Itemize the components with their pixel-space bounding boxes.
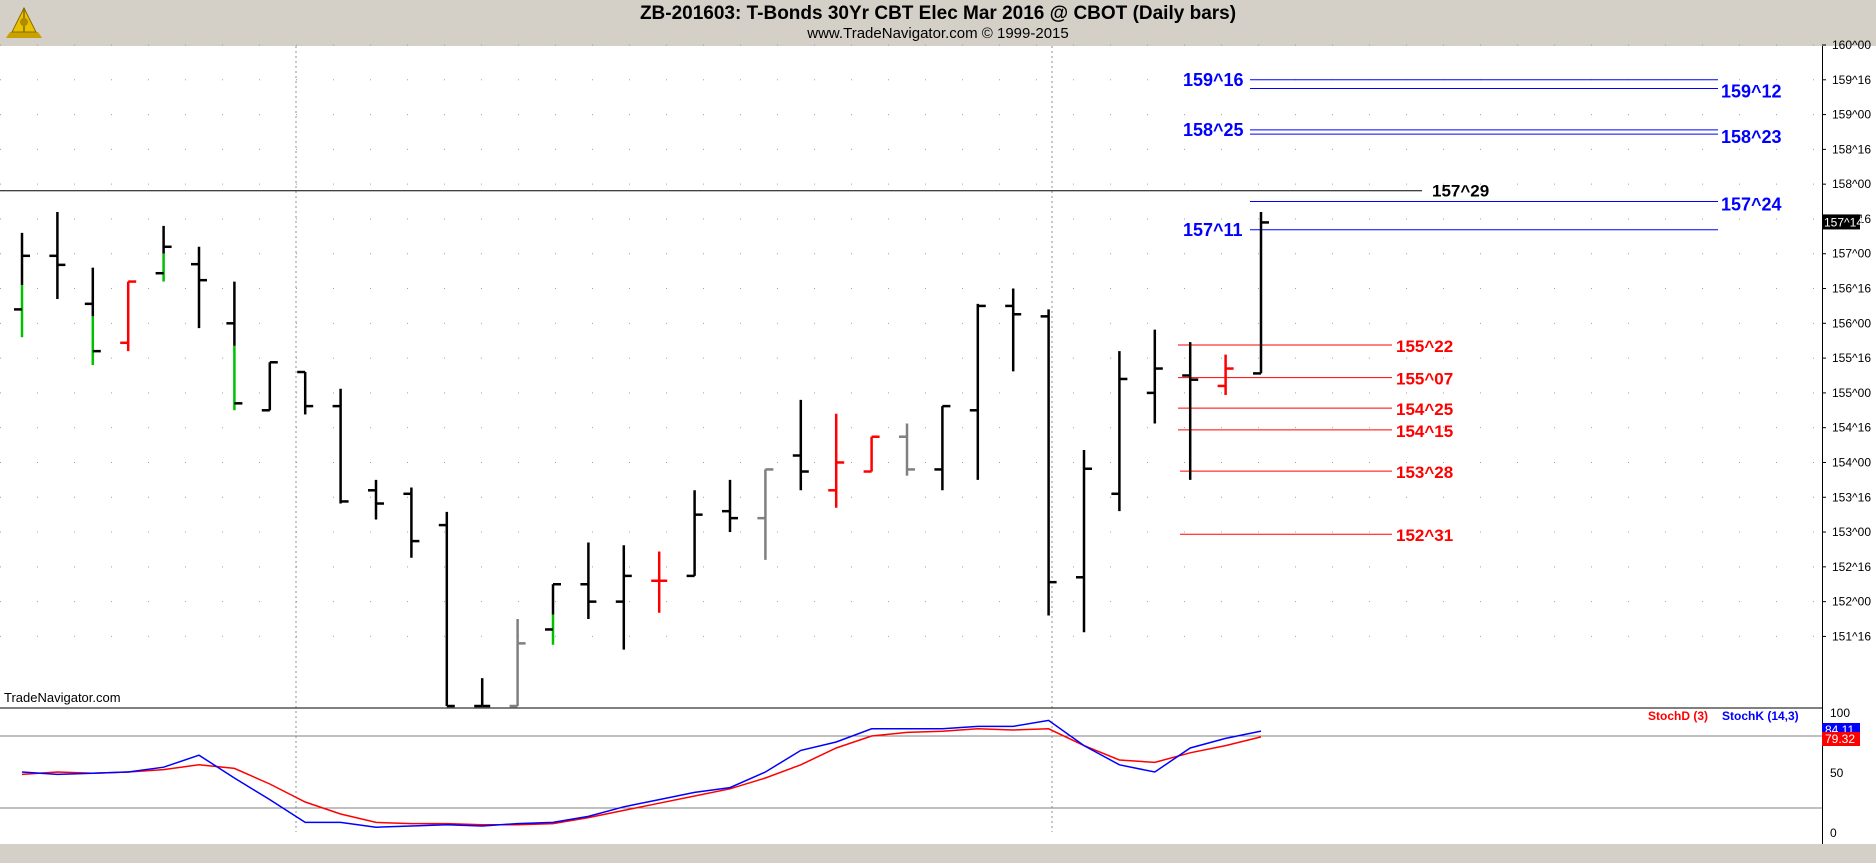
level-label-black: 157^29 xyxy=(1432,182,1489,201)
ohlc-bar xyxy=(509,619,526,708)
legend-stochk: StochK (14,3) xyxy=(1722,709,1799,723)
ohlc-bar xyxy=(545,582,561,645)
ohlc-bar xyxy=(580,542,597,620)
stoch-tick-label: 0 xyxy=(1830,826,1837,840)
time-axis-bar xyxy=(0,844,1876,863)
y-tick-label: 153^00 xyxy=(1832,525,1871,539)
ohlc-bar xyxy=(1217,354,1234,395)
ohlc-bar xyxy=(651,551,668,613)
ohlc-bar xyxy=(332,388,349,504)
level-label-red: 153^28 xyxy=(1396,463,1453,482)
level-label-red: 154^25 xyxy=(1396,400,1453,419)
ohlc-bar xyxy=(1253,211,1269,375)
ohlc-bar xyxy=(722,479,738,533)
y-tick-label: 153^16 xyxy=(1832,490,1871,504)
stoch-tick-label: 50 xyxy=(1830,766,1844,780)
y-tick-label: 160^00 xyxy=(1832,38,1871,52)
y-tick-label: 155^16 xyxy=(1832,351,1871,365)
ohlc-bar xyxy=(828,413,845,508)
level-label-red: 155^07 xyxy=(1396,370,1453,389)
tradenavigator-logo-icon xyxy=(2,2,46,44)
y-tick-label: 151^16 xyxy=(1832,629,1871,643)
stochd-last-label: 79.32 xyxy=(1825,732,1855,746)
level-label-blue: 159^16 xyxy=(1183,70,1244,90)
ohlc-bar xyxy=(261,361,278,412)
chart-title: ZB-201603: T-Bonds 30Yr CBT Elec Mar 201… xyxy=(639,3,1237,24)
ohlc-bar xyxy=(368,479,384,520)
ohlc-bar xyxy=(297,370,314,415)
ohlc-bar xyxy=(792,399,809,491)
legend-stochd: StochD (3) xyxy=(1648,709,1708,723)
watermark: TradeNavigator.com xyxy=(4,690,121,705)
ohlc-bar xyxy=(84,267,101,366)
ohlc-bar xyxy=(191,246,207,329)
stochd-line xyxy=(21,728,1262,826)
ohlc-bar xyxy=(934,404,951,491)
y-tick-label: 156^00 xyxy=(1832,316,1871,330)
y-tick-label: 156^16 xyxy=(1832,282,1871,296)
ohlc-bar xyxy=(899,423,915,476)
ohlc-bar xyxy=(757,468,774,560)
ohlc-bar xyxy=(226,281,243,411)
last-price-label: 157^14 xyxy=(1824,215,1863,229)
ohlc-bar xyxy=(49,211,66,299)
stochd-last-box xyxy=(1822,732,1860,746)
ohlc-bar xyxy=(403,487,420,558)
y-tick-label: 157^00 xyxy=(1832,247,1871,261)
y-tick-label: 152^16 xyxy=(1832,560,1871,574)
level-label-blue: 157^11 xyxy=(1183,220,1243,240)
ohlc-bar xyxy=(14,232,30,338)
ohlc-bar xyxy=(1111,351,1128,512)
ohlc-bar xyxy=(686,490,703,578)
y-tick-label: 159^16 xyxy=(1832,73,1871,87)
ohlc-bar xyxy=(615,545,632,650)
stoch-tick-label: 100 xyxy=(1830,706,1850,720)
y-tick-label: 154^16 xyxy=(1832,421,1871,435)
ohlc-bar xyxy=(155,225,172,282)
level-label-blue: 158^23 xyxy=(1721,127,1782,147)
stochk-line xyxy=(21,719,1262,828)
price-axis-strip xyxy=(1822,46,1876,844)
ohlc-bar xyxy=(438,511,455,708)
level-label-red: 152^31 xyxy=(1396,526,1453,545)
y-tick-label: 158^00 xyxy=(1832,177,1871,191)
ohlc-bar xyxy=(1146,329,1163,424)
last-price-box xyxy=(1822,214,1860,230)
level-label-red: 155^22 xyxy=(1396,337,1453,356)
ohlc-bar xyxy=(1005,288,1022,372)
ohlc-bar xyxy=(969,303,986,480)
y-tick-label: 152^00 xyxy=(1832,595,1871,609)
ohlc-bar xyxy=(120,280,137,352)
ohlc-bar xyxy=(863,435,880,473)
y-tick-label: 154^00 xyxy=(1832,455,1871,469)
ohlc-bar xyxy=(1040,309,1057,616)
ohlc-bar xyxy=(474,678,491,708)
level-label-blue: 159^12 xyxy=(1721,81,1782,101)
ohlc-bar xyxy=(1076,449,1092,633)
ohlc-bar xyxy=(1182,342,1199,480)
y-tick-label: 158^16 xyxy=(1832,142,1871,156)
chart-subtitle: www.TradeNavigator.com © 1999-2015 xyxy=(807,25,1069,42)
level-label-blue: 158^25 xyxy=(1183,120,1244,140)
y-tick-label: 155^00 xyxy=(1832,386,1871,400)
title-bar xyxy=(0,0,1876,46)
level-label-blue: 157^24 xyxy=(1721,195,1782,215)
level-label-red: 154^15 xyxy=(1396,422,1453,441)
y-tick-label: 159^00 xyxy=(1832,108,1871,122)
